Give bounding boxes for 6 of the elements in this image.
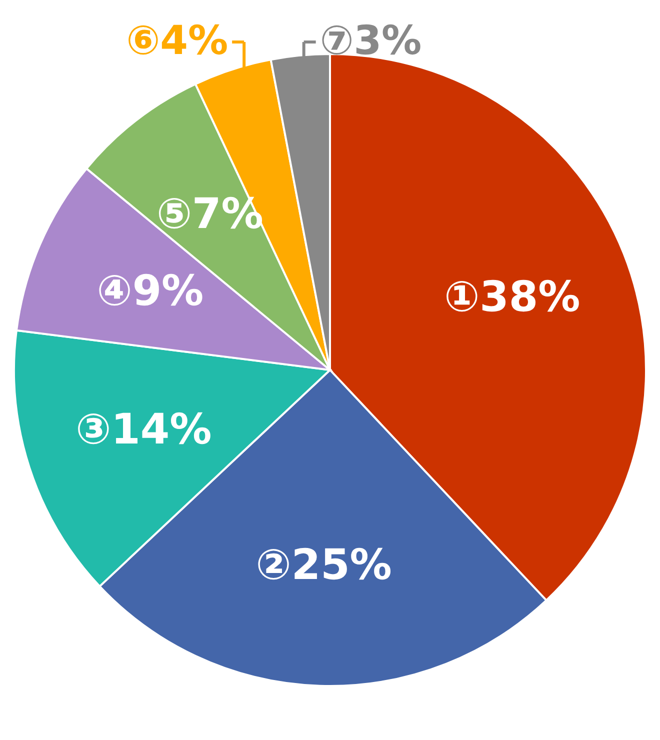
slice-label: ②25% [256, 540, 392, 589]
slice-label: ⑥4% [126, 18, 228, 64]
slice-label: ①38% [444, 272, 580, 321]
slice-label: ④9% [96, 266, 204, 316]
slice-label: ③14% [76, 404, 212, 454]
legend-label: ⑦3% [320, 18, 422, 64]
